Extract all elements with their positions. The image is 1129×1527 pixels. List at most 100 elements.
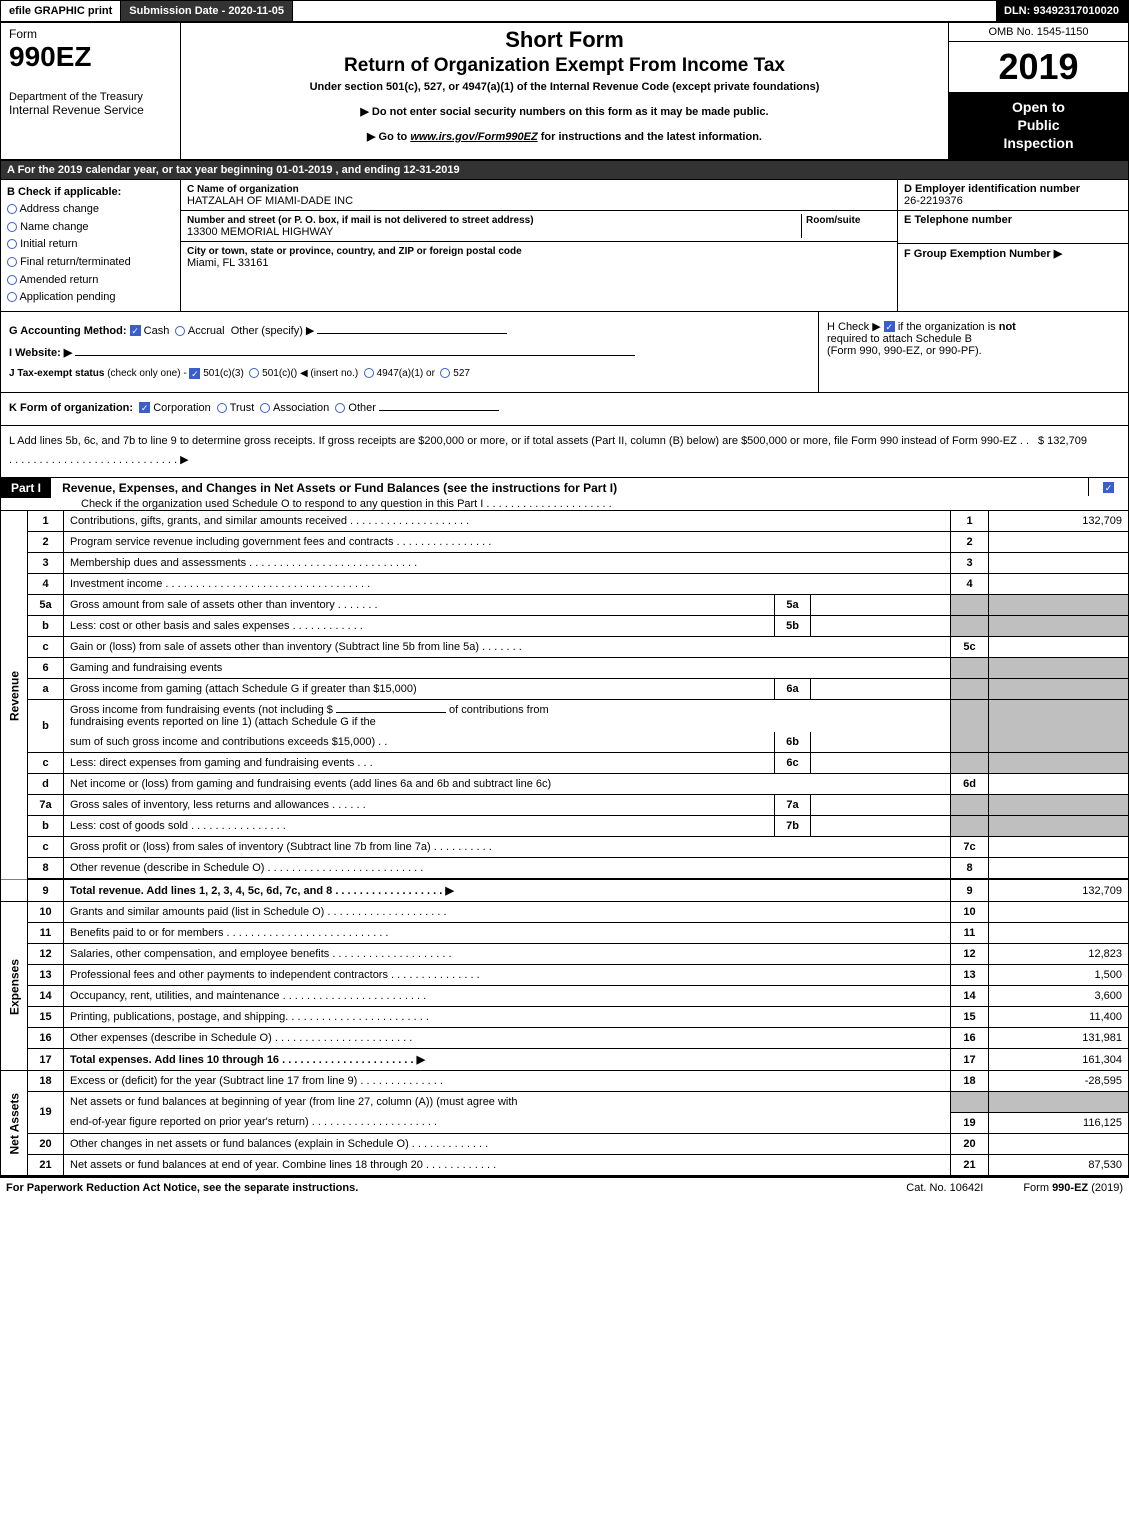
table-row: 17 Total expenses. Add lines 10 through … [1, 1049, 1129, 1071]
line-number: 20 [28, 1133, 64, 1154]
g-accrual: Accrual [188, 325, 225, 337]
shaded-cell [951, 1092, 989, 1113]
line-number: 1 [28, 511, 64, 532]
line-desc: Other changes in net assets or fund bala… [64, 1133, 951, 1154]
radio-icon [7, 257, 17, 267]
line-desc: Gross amount from sale of assets other t… [64, 595, 775, 616]
i-label: I Website: ▶ [9, 347, 72, 359]
k-other-input[interactable] [379, 410, 499, 411]
app-pending-option[interactable]: Application pending [7, 289, 174, 307]
line-number: 21 [28, 1154, 64, 1175]
irs-label: Internal Revenue Service [9, 103, 172, 117]
checkbox-checked-icon[interactable]: ✓ [130, 325, 141, 336]
website-input[interactable] [75, 355, 635, 356]
j-501c3: 501(c)(3) [203, 368, 244, 379]
amended-return-label: Amended return [19, 274, 98, 286]
line-col: 16 [951, 1028, 989, 1049]
line-desc: Total revenue. Add lines 1, 2, 3, 4, 5c,… [64, 879, 951, 902]
line-col: 17 [951, 1049, 989, 1071]
line-col: 15 [951, 1007, 989, 1028]
goto-note: ▶ Go to www.irs.gov/Form990EZ for instru… [189, 130, 940, 143]
h-text4: (Form 990, 990-EZ, or 990-PF). [827, 345, 982, 357]
part1-header-row: Part I Revenue, Expenses, and Changes in… [0, 478, 1129, 511]
table-row: end-of-year figure reported on prior yea… [1, 1112, 1129, 1133]
line-mid-col: 6b [775, 732, 811, 753]
line-value: 131,981 [989, 1028, 1129, 1049]
line-value: 1,500 [989, 965, 1129, 986]
l6b-d1b: of contributions from [449, 704, 549, 716]
shaded-cell [989, 1092, 1129, 1113]
name-change-label: Name change [20, 221, 89, 233]
section-b: B Check if applicable: Address change Na… [1, 180, 181, 311]
line-desc: Excess or (deficit) for the year (Subtra… [64, 1071, 951, 1092]
j-501c-b: ) ◀ (insert no.) [294, 368, 358, 379]
short-form-title: Short Form [189, 27, 940, 53]
final-return-option[interactable]: Final return/terminated [7, 254, 174, 272]
line-value [989, 532, 1129, 553]
radio-icon[interactable] [260, 403, 270, 413]
shaded-cell [989, 679, 1129, 700]
table-row: b Gross income from fundraising events (… [1, 700, 1129, 733]
shaded-cell [989, 816, 1129, 837]
goto-post: for instructions and the latest informat… [538, 131, 762, 143]
return-title: Return of Organization Exempt From Incom… [189, 55, 940, 77]
radio-icon[interactable] [249, 368, 259, 378]
org-name-label: C Name of organization [187, 184, 299, 195]
name-change-option[interactable]: Name change [7, 219, 174, 237]
initial-return-option[interactable]: Initial return [7, 236, 174, 254]
radio-icon[interactable] [175, 326, 185, 336]
line-desc: Gross profit or (loss) from sales of inv… [64, 837, 951, 858]
line-desc: Net assets or fund balances at beginning… [64, 1092, 951, 1113]
l-text: L Add lines 5b, 6c, and 7b to line 9 to … [9, 432, 1030, 472]
line-number: 6 [28, 658, 64, 679]
footer-form-year: (2019) [1088, 1182, 1123, 1194]
line-number: 10 [28, 902, 64, 923]
netassets-side-label: Net Assets [1, 1071, 28, 1176]
city-label: City or town, state or province, country… [187, 246, 522, 257]
line-mid-value [811, 595, 951, 616]
g-other-input[interactable] [317, 333, 507, 334]
table-row: 7a Gross sales of inventory, less return… [1, 795, 1129, 816]
dln-label: DLN: 93492317010020 [996, 1, 1128, 21]
part1-check-cell[interactable]: ✓ [1088, 478, 1128, 496]
line-value [989, 574, 1129, 595]
line-desc: Other expenses (describe in Schedule O) … [64, 1028, 951, 1049]
app-pending-label: Application pending [19, 291, 115, 303]
checkbox-checked-icon[interactable]: ✓ [884, 321, 895, 332]
line-number: 8 [28, 858, 64, 880]
radio-icon [7, 222, 17, 232]
table-row: b Less: cost or other basis and sales ex… [1, 616, 1129, 637]
g-other: Other (specify) ▶ [231, 325, 315, 337]
footer-form-num: 990-EZ [1052, 1182, 1088, 1194]
l6b-d1: Gross income from fundraising events (no… [70, 704, 333, 716]
radio-icon[interactable] [335, 403, 345, 413]
j-501c-a: 501(c)( [262, 368, 294, 379]
shaded-cell [989, 753, 1129, 774]
line-number: 3 [28, 553, 64, 574]
checkbox-checked-icon[interactable]: ✓ [139, 402, 150, 413]
efile-label[interactable]: efile GRAPHIC print [1, 1, 121, 21]
amended-return-option[interactable]: Amended return [7, 272, 174, 290]
l6b-blank[interactable] [336, 712, 446, 713]
initial-return-label: Initial return [20, 238, 77, 250]
radio-icon[interactable] [364, 368, 374, 378]
table-row: 20 Other changes in net assets or fund b… [1, 1133, 1129, 1154]
radio-icon [7, 292, 17, 302]
table-row: 11 Benefits paid to or for members . . .… [1, 923, 1129, 944]
shaded-cell [951, 658, 989, 679]
line-desc: end-of-year figure reported on prior yea… [64, 1112, 951, 1133]
j-sub: (check only one) - [107, 368, 186, 379]
line-mid-value [811, 795, 951, 816]
checkbox-checked-icon[interactable]: ✓ [189, 368, 200, 379]
j-527: 527 [453, 368, 470, 379]
irs-link[interactable]: www.irs.gov/Form990EZ [410, 131, 537, 143]
l6b-d2: fundraising events reported on line 1) (… [70, 716, 376, 728]
radio-icon[interactable] [217, 403, 227, 413]
radio-icon[interactable] [440, 368, 450, 378]
part1-check-note: Check if the organization used Schedule … [1, 498, 612, 510]
address-change-option[interactable]: Address change [7, 201, 174, 219]
under-section: Under section 501(c), 527, or 4947(a)(1)… [189, 81, 940, 93]
line-value [989, 1133, 1129, 1154]
shaded-cell [989, 700, 1129, 753]
line-mid-col: 7b [775, 816, 811, 837]
